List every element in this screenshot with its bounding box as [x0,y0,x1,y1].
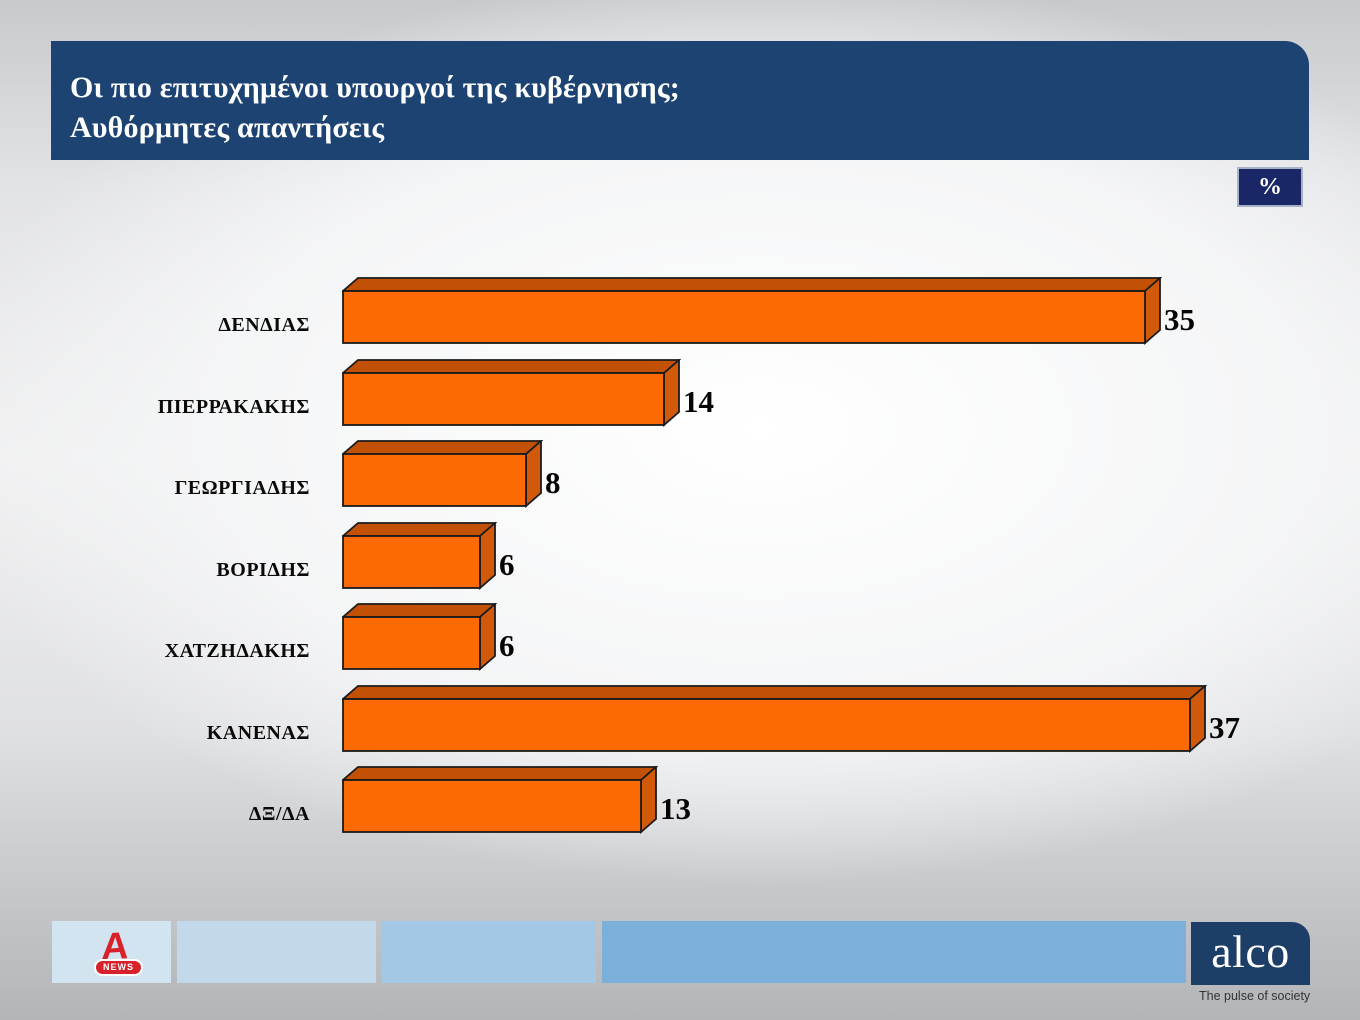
bar-row: ΚΑΝΕΝΑΣ 37 [0,684,1360,758]
bar-top-face [340,440,544,455]
category-label: ΔΞ/ΔΑ [248,803,310,825]
bar-chart: ΔΕΝΔΙΑΣ 35 ΠΙΕΡΡΑΚΑΚΗΣ 14 ΓΕΩΡΓΙΑΔΗΣ 8 ΒΟΡΙΔΗΣ… [0,276,1360,839]
bar-3d [340,358,682,432]
alpha-news-badge: NEWS [94,959,143,976]
bar-3d [340,684,1208,758]
bar-3d [340,276,1163,350]
value-label: 37 [1209,710,1240,745]
bar-row: ΔΞ/ΔΑ 13 [0,765,1360,839]
bar-top-face [340,603,498,618]
slide-title-line2: Αυθόρμητες απαντήσεις [70,111,385,144]
footer-box-alpha: A NEWS [52,921,171,983]
value-label: 8 [545,465,561,500]
value-label: 6 [499,628,515,663]
value-label: 35 [1164,302,1195,337]
bar-row: ΠΙΕΡΡΑΚΑΚΗΣ 14 [0,358,1360,432]
bar-front-face [342,698,1191,752]
alco-logo: alco [1191,922,1310,985]
bar-front-face [342,453,527,507]
bar-top-face [340,522,498,537]
bar-top-face [340,766,659,781]
bar-front-face [342,616,481,670]
bar-3d [340,602,498,676]
alpha-news-logo: A NEWS [92,925,143,979]
value-label: 13 [660,791,691,826]
bar-row: ΔΕΝΔΙΑΣ 35 [0,276,1360,350]
value-label: 6 [499,547,515,582]
percent-unit-badge: % [1237,167,1303,207]
bar-row: ΓΕΩΡΓΙΑΔΗΣ 8 [0,439,1360,513]
bar-3d [340,439,544,513]
bar-row: ΒΟΡΙΔΗΣ 6 [0,521,1360,595]
bar-front-face [342,372,665,426]
alco-tagline: The pulse of society [1199,989,1311,1003]
bar-top-face [340,277,1163,292]
footer-box-4 [602,921,1186,983]
bar-front-face [342,290,1146,344]
title-banner: Οι πιο επιτυχημένοι υπουργοί της κυβέρνη… [51,41,1309,160]
value-label: 14 [683,384,714,419]
bar-3d [340,765,659,839]
footer-box-3 [382,921,596,983]
category-label: ΔΕΝΔΙΑΣ [218,314,310,336]
bar-3d [340,521,498,595]
bar-top-face [340,685,1208,700]
bar-front-face [342,779,642,833]
bar-front-face [342,535,481,589]
alco-logo-text: alco [1211,926,1290,977]
category-label: ΧΑΤΖΗΔΑΚΗΣ [164,640,310,662]
footer-box-2 [177,921,376,983]
category-label: ΠΙΕΡΡΑΚΑΚΗΣ [157,396,310,418]
category-label: ΚΑΝΕΝΑΣ [206,722,310,744]
bar-top-face [340,359,682,374]
bar-row: ΧΑΤΖΗΔΑΚΗΣ 6 [0,602,1360,676]
category-label: ΒΟΡΙΔΗΣ [216,559,310,581]
category-label: ΓΕΩΡΓΙΑΔΗΣ [174,477,310,499]
slide-title-line1: Οι πιο επιτυχημένοι υπουργοί της κυβέρνη… [70,71,680,104]
